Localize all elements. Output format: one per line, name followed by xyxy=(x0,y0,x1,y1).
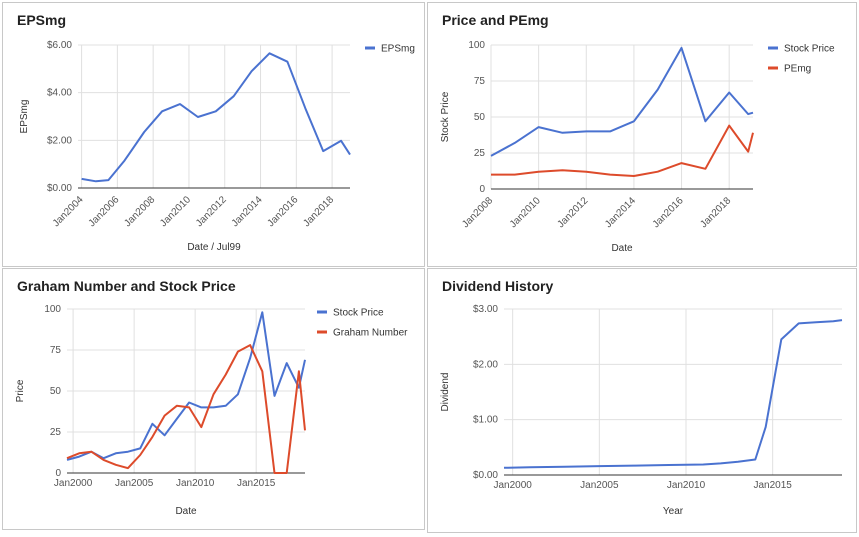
price-and-pemg-y-tick-label: 100 xyxy=(468,40,485,51)
graham-number-and-stock-price-x-axis-label: Date xyxy=(175,506,197,517)
price-and-pemg-y-tick-label: 25 xyxy=(474,148,486,159)
price-and-pemg-x-tick-label: Jan2012 xyxy=(555,195,590,230)
epsmg-legend-label: EPSmg xyxy=(381,44,415,55)
price-and-pemg-x-tick-label: Jan2018 xyxy=(698,195,733,230)
epsmg-y-tick-label: $2.00 xyxy=(47,135,72,146)
dividend-history-y-tick-label: $0.00 xyxy=(473,470,498,481)
dividend-chart-panel: Dividend History $0.00 $1.00 $2.00 $3.00 Jan2… xyxy=(427,268,857,533)
graham-number-and-stock-price-y-tick-label: 25 xyxy=(50,427,62,438)
dividend-history-x-axis-label: Year xyxy=(663,506,684,517)
dividend-history-x-tick-label: Jan2000 xyxy=(493,480,532,491)
epsmg-title: EPSmg xyxy=(17,12,66,28)
graham-number-and-stock-price-legend-label: Stock Price xyxy=(333,308,384,319)
dividend-history-x-tick-label: Jan2005 xyxy=(580,480,619,491)
graham-number-and-stock-price-x-tick-label: Jan2015 xyxy=(237,478,276,489)
epsmg-y-tick-label: $6.00 xyxy=(47,40,72,51)
dividend-history-y-tick-label: $3.00 xyxy=(473,304,498,315)
dividend-history-x-tick-label: Jan2010 xyxy=(667,480,706,491)
epsmg-y-tick-label: $0.00 xyxy=(47,183,72,194)
epsmg-y-axis-label: EPSmg xyxy=(19,100,30,134)
dividend-chart: Dividend History $0.00 $1.00 $2.00 $3.00 Jan2… xyxy=(440,278,843,517)
graham-chart: Graham Number and Stock Price 0 25 50 75 100 J… xyxy=(15,278,408,517)
price-and-pemg-x-tick-label: Jan2010 xyxy=(508,195,543,230)
epsmg-x-tick-label: Jan2012 xyxy=(194,194,229,229)
price-and-pemg-y-axis-label: Stock Price xyxy=(440,91,451,142)
price-and-pemg-x-tick-label: Jan2008 xyxy=(460,195,495,230)
price-and-pemg-y-tick-label: 0 xyxy=(479,184,485,195)
price-and-pemg-legend-label: Stock Price xyxy=(784,44,835,55)
dividend-history-title: Dividend History xyxy=(442,278,553,294)
price-and-pemg-x-axis-label: Date xyxy=(611,243,633,254)
epsmg-x-axis-label: Date / Jul99 xyxy=(187,242,241,253)
graham-number-and-stock-price-y-tick-label: 75 xyxy=(50,345,62,356)
price-and-pemg-x-tick-label: Jan2016 xyxy=(651,195,686,230)
dividend-history-y-axis-label: Dividend xyxy=(440,373,451,412)
graham-number-and-stock-price-legend-label: Graham Number xyxy=(333,328,408,339)
price-and-pemg-title: Price and PEmg xyxy=(442,12,549,28)
epsmg-x-tick-label: Jan2010 xyxy=(158,194,193,229)
epsmg-x-tick-label: Jan2016 xyxy=(266,194,301,229)
dividend-history-y-tick-label: $2.00 xyxy=(473,359,498,370)
dividend-history-series-line-line xyxy=(503,319,843,469)
price-and-pemg-y-tick-label: 50 xyxy=(474,112,486,123)
price-and-pemg-series-stock-price-line xyxy=(490,46,754,157)
graham-number-and-stock-price-series-stock-price-line xyxy=(66,311,306,461)
epsmg-x-tick-label: Jan2018 xyxy=(301,194,336,229)
graham-number-and-stock-price-y-axis-label: Price xyxy=(15,379,26,402)
price-pemg-chart: Price and PEmg 0 25 50 75 100 Jan2008 Jan2010 Ja… xyxy=(440,12,835,254)
graham-number-and-stock-price-x-tick-label: Jan2010 xyxy=(176,478,215,489)
epsmg-series-epsmg-line xyxy=(81,52,351,183)
dividend-history-x-tick-label: Jan2015 xyxy=(753,480,792,491)
graham-number-and-stock-price-x-tick-label: Jan2000 xyxy=(54,478,93,489)
graham-number-and-stock-price-y-tick-label: 50 xyxy=(50,386,62,397)
graham-number-and-stock-price-series-graham-number-line xyxy=(66,344,306,474)
epsmg-y-tick-label: $4.00 xyxy=(47,88,72,99)
price-and-pemg-x-tick-label: Jan2014 xyxy=(603,195,638,230)
graham-number-and-stock-price-y-tick-label: 100 xyxy=(44,304,61,315)
epsmg-x-tick-label: Jan2008 xyxy=(122,194,157,229)
epsmg-chart-panel: EPSmg $0.00 $2.00 $4.00 $6.00 Jan2004 Jan2006 J… xyxy=(2,2,425,267)
price-and-pemg-y-tick-label: 75 xyxy=(474,76,486,87)
epsmg-x-tick-label: Jan2004 xyxy=(51,194,86,229)
price-pemg-chart-panel: Price and PEmg 0 25 50 75 100 Jan2008 Jan2010 Ja… xyxy=(427,2,857,267)
epsmg-x-tick-label: Jan2006 xyxy=(87,194,122,229)
graham-chart-panel: Graham Number and Stock Price 0 25 50 75 100 J… xyxy=(2,268,425,530)
price-and-pemg-series-pemg-line xyxy=(491,124,754,177)
graham-number-and-stock-price-y-tick-label: 0 xyxy=(55,468,61,479)
graham-number-and-stock-price-title: Graham Number and Stock Price xyxy=(17,278,236,294)
dividend-history-y-tick-label: $1.00 xyxy=(473,415,498,426)
epsmg-x-tick-label: Jan2014 xyxy=(230,194,265,229)
graham-number-and-stock-price-x-tick-label: Jan2005 xyxy=(115,478,154,489)
price-and-pemg-legend-label: PEmg xyxy=(784,64,811,75)
